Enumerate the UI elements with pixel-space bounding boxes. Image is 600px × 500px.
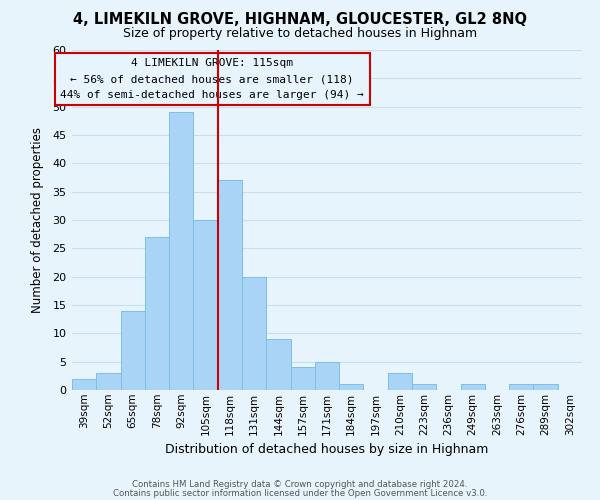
Bar bbox=[266, 339, 290, 390]
Text: Contains HM Land Registry data © Crown copyright and database right 2024.: Contains HM Land Registry data © Crown c… bbox=[132, 480, 468, 489]
Bar bbox=[509, 384, 533, 390]
Y-axis label: Number of detached properties: Number of detached properties bbox=[31, 127, 44, 313]
Text: Size of property relative to detached houses in Highnam: Size of property relative to detached ho… bbox=[123, 28, 477, 40]
Bar bbox=[145, 237, 169, 390]
Text: Contains public sector information licensed under the Open Government Licence v3: Contains public sector information licen… bbox=[113, 488, 487, 498]
Text: 4, LIMEKILN GROVE, HIGHNAM, GLOUCESTER, GL2 8NQ: 4, LIMEKILN GROVE, HIGHNAM, GLOUCESTER, … bbox=[73, 12, 527, 28]
Bar bbox=[290, 368, 315, 390]
Bar bbox=[193, 220, 218, 390]
Bar bbox=[533, 384, 558, 390]
X-axis label: Distribution of detached houses by size in Highnam: Distribution of detached houses by size … bbox=[166, 443, 488, 456]
Text: 4 LIMEKILN GROVE: 115sqm
← 56% of detached houses are smaller (118)
44% of semi-: 4 LIMEKILN GROVE: 115sqm ← 56% of detach… bbox=[61, 58, 364, 100]
Bar bbox=[169, 112, 193, 390]
Bar bbox=[388, 373, 412, 390]
Bar bbox=[461, 384, 485, 390]
Bar bbox=[412, 384, 436, 390]
Bar bbox=[96, 373, 121, 390]
Bar bbox=[121, 310, 145, 390]
Bar bbox=[72, 378, 96, 390]
Bar bbox=[242, 276, 266, 390]
Bar bbox=[315, 362, 339, 390]
Bar bbox=[218, 180, 242, 390]
Bar bbox=[339, 384, 364, 390]
